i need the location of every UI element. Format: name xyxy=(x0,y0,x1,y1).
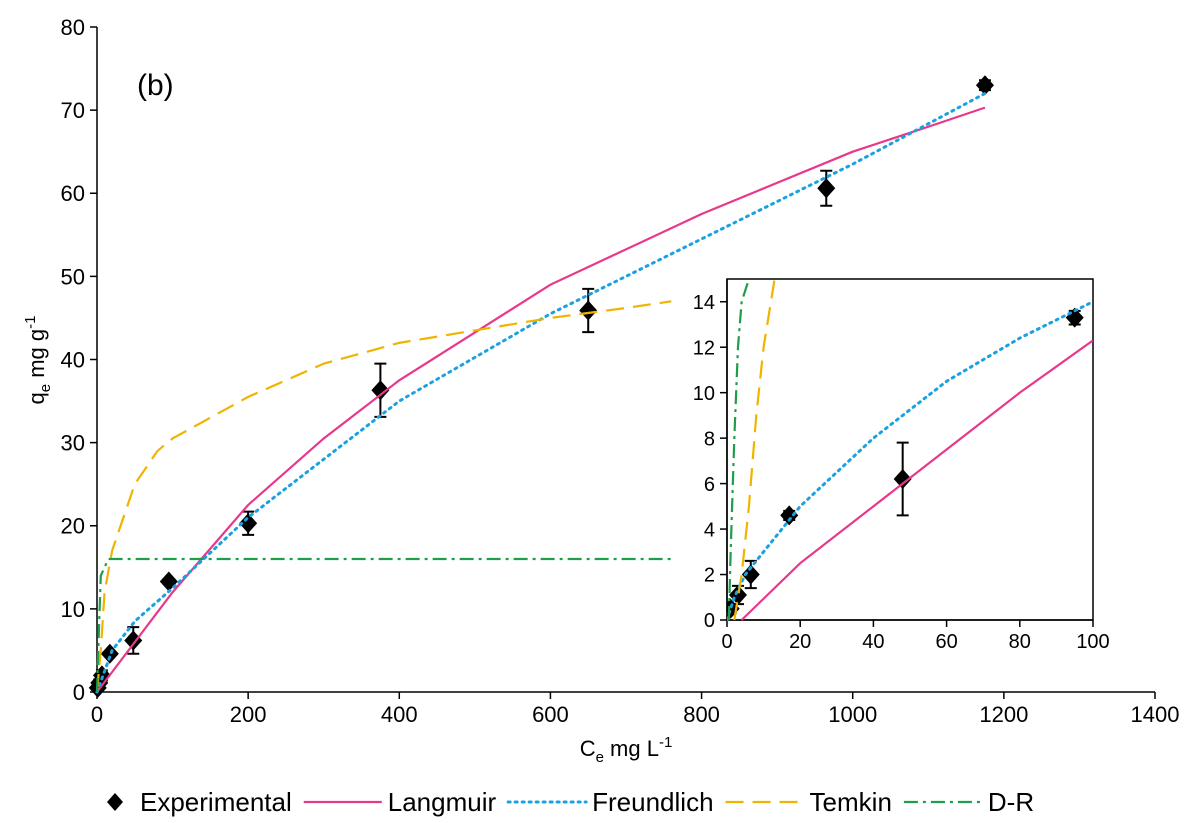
x-tick-label: 200 xyxy=(230,702,267,727)
data-point xyxy=(579,300,598,321)
x-tick-label: 600 xyxy=(532,702,569,727)
x-axis-label: Ce mg L-1 xyxy=(580,734,673,766)
x-axis-label-sup: -1 xyxy=(659,734,672,751)
series-layer xyxy=(727,279,1093,621)
x-tick-label: 0 xyxy=(91,702,103,727)
y-tick-label: 8 xyxy=(704,428,715,450)
plot-area xyxy=(726,278,1094,621)
y-tick-label: 10 xyxy=(61,597,85,622)
legend-label: Temkin xyxy=(810,787,892,817)
fit-line xyxy=(727,300,1093,621)
legend-label: D-R xyxy=(988,787,1034,817)
x-axis-label-sub: e xyxy=(596,749,604,766)
data-point xyxy=(124,630,143,651)
legend-label: Freundlich xyxy=(592,787,713,817)
data-point xyxy=(239,513,258,534)
fit-line xyxy=(95,300,672,693)
y-tick-label: 70 xyxy=(61,98,85,123)
x-tick-label: 20 xyxy=(789,631,811,653)
data-point xyxy=(100,643,119,664)
fit-line xyxy=(733,279,776,621)
x-tick-label: 1200 xyxy=(979,702,1028,727)
y-tick-label: 20 xyxy=(61,514,85,539)
x-tick-label: 0 xyxy=(721,631,732,653)
legend-marker xyxy=(107,793,123,811)
x-tick-label: 400 xyxy=(381,702,418,727)
x-axis-label-rest: mg L xyxy=(604,736,659,761)
x-tick-label: 100 xyxy=(1076,631,1109,653)
legend-label: Experimental xyxy=(140,787,292,817)
data-point xyxy=(780,505,799,526)
data-point xyxy=(893,469,912,490)
y-tick-label: 10 xyxy=(693,383,715,405)
series-layer xyxy=(88,75,994,698)
y-tick-label: 80 xyxy=(61,15,85,40)
y-tick-label: 60 xyxy=(61,181,85,206)
data-point xyxy=(817,178,836,199)
x-axis-label-base: C xyxy=(580,736,596,761)
y-axis-label: qe mg g-1 xyxy=(22,316,54,405)
fit-line xyxy=(727,279,751,621)
y-tick-label: 0 xyxy=(704,610,715,632)
y-tick-label: 40 xyxy=(61,347,85,372)
x-tick-label: 800 xyxy=(683,702,720,727)
y-tick-label: 12 xyxy=(693,337,715,359)
y-tick-label: 6 xyxy=(704,474,715,496)
y-tick-label: 2 xyxy=(704,565,715,587)
fit-line xyxy=(95,92,987,694)
y-axis-label-rest: mg g xyxy=(24,329,49,384)
x-tick-label: 1400 xyxy=(1131,702,1180,727)
x-tick-label: 1000 xyxy=(828,702,877,727)
y-axis-label-sub: e xyxy=(37,384,54,392)
data-point xyxy=(371,380,390,401)
x-tick-label: 60 xyxy=(935,631,957,653)
y-tick-label: 0 xyxy=(73,680,85,705)
y-tick-label: 50 xyxy=(61,264,85,289)
data-point xyxy=(975,75,994,96)
y-tick-label: 30 xyxy=(61,431,85,456)
y-tick-label: 14 xyxy=(693,292,715,314)
legend-label: Langmuir xyxy=(388,787,497,817)
y-tick-label: 4 xyxy=(704,519,715,541)
x-tick-label: 40 xyxy=(862,631,884,653)
fit-line xyxy=(740,339,1093,621)
x-tick-label: 80 xyxy=(1009,631,1031,653)
y-axis-label-sup: -1 xyxy=(22,316,39,329)
fit-line xyxy=(95,557,672,693)
annotation: (b) xyxy=(137,69,174,102)
y-axis-label-base: q xyxy=(24,392,49,404)
data-point xyxy=(741,564,760,585)
fit-line xyxy=(96,106,986,693)
